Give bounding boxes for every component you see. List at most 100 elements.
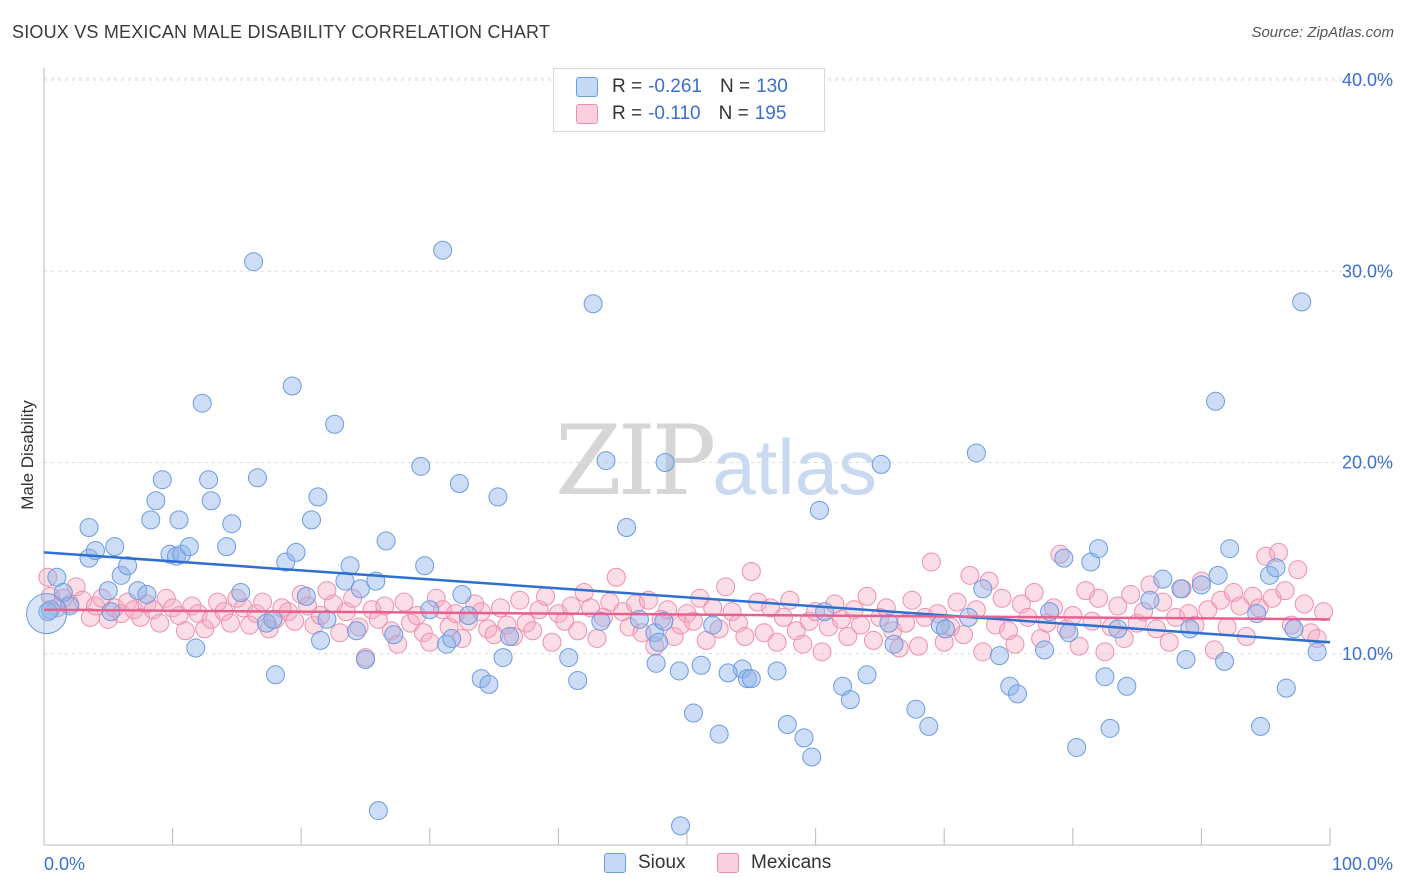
mexicans-point bbox=[581, 598, 601, 618]
mexicans-point bbox=[1275, 581, 1295, 601]
sioux-point bbox=[247, 468, 267, 488]
sioux-point bbox=[559, 648, 579, 668]
sioux-point bbox=[488, 487, 508, 507]
sioux-point bbox=[1307, 642, 1327, 662]
x-tick-label-max: 100.0% bbox=[1332, 854, 1393, 874]
mexicans-point bbox=[523, 621, 543, 641]
sioux-point bbox=[617, 518, 637, 538]
y-tick-label: 10.0% bbox=[1342, 644, 1393, 664]
sioux-point bbox=[420, 600, 440, 620]
mexicans-legend-swatch bbox=[717, 853, 739, 873]
mexicans-point bbox=[838, 627, 858, 647]
sioux-point bbox=[1100, 718, 1120, 738]
sioux-point bbox=[1208, 565, 1228, 585]
sioux-point bbox=[1284, 619, 1304, 639]
mexicans-swatch bbox=[576, 104, 598, 124]
grid-lines bbox=[44, 77, 1395, 655]
sioux-point bbox=[871, 454, 891, 474]
sioux-point bbox=[1140, 590, 1160, 610]
mexicans-point bbox=[735, 627, 755, 647]
legend-item-mexicans[interactable]: Mexicans bbox=[717, 852, 831, 874]
mexicans-r-value: -0.110 bbox=[648, 103, 701, 124]
mexicans-point bbox=[285, 611, 305, 631]
sioux-point bbox=[169, 510, 189, 530]
sioux-point bbox=[186, 638, 206, 658]
sioux-point bbox=[973, 579, 993, 599]
sioux-point bbox=[376, 531, 396, 551]
mexicans-r-label: R = bbox=[612, 103, 643, 124]
sioux-point bbox=[276, 552, 296, 572]
sioux-point bbox=[1067, 737, 1087, 757]
sioux-point bbox=[350, 579, 370, 599]
mexicans-point bbox=[1121, 584, 1141, 604]
mexicans-point bbox=[863, 630, 883, 650]
mexicans-point bbox=[812, 642, 832, 662]
sioux-point bbox=[286, 542, 306, 562]
watermark-zip: ZIP bbox=[555, 405, 716, 517]
sioux-point bbox=[137, 584, 157, 604]
mexicans-point bbox=[1288, 560, 1308, 580]
sioux-point bbox=[906, 699, 926, 719]
sioux-point bbox=[1260, 565, 1280, 585]
mexicans-point bbox=[606, 567, 626, 587]
sioux-point bbox=[265, 665, 285, 685]
sioux-point bbox=[105, 537, 125, 557]
y-axis-label: Male Disability bbox=[18, 400, 37, 510]
legend-item-sioux[interactable]: Sioux bbox=[604, 852, 686, 874]
sioux-point bbox=[1292, 292, 1312, 312]
sioux-point bbox=[325, 414, 345, 434]
mexicans-point bbox=[420, 632, 440, 652]
series-legend: Sioux Mexicans bbox=[0, 852, 1406, 876]
mexicans-point bbox=[394, 592, 414, 612]
sioux-point bbox=[1008, 684, 1028, 704]
mexicans-point bbox=[889, 638, 909, 658]
sioux-r-value: -0.261 bbox=[648, 76, 702, 97]
sioux-point bbox=[794, 728, 814, 748]
y-tick-label: 40.0% bbox=[1342, 70, 1393, 90]
sioux-point bbox=[335, 571, 355, 591]
sioux-point bbox=[433, 240, 453, 260]
sioux-point bbox=[222, 514, 242, 534]
sioux-point bbox=[1220, 539, 1240, 559]
mexicans-point bbox=[799, 611, 819, 631]
mexicans-point bbox=[1069, 636, 1089, 656]
sioux-point bbox=[310, 630, 330, 650]
mexicans-point bbox=[471, 602, 491, 622]
mexicans-point bbox=[1089, 588, 1109, 608]
mexicans-point bbox=[484, 625, 504, 645]
sioux-point bbox=[1266, 558, 1286, 578]
sioux-point bbox=[1095, 667, 1115, 687]
sioux-point bbox=[449, 474, 469, 494]
sioux-n-label: N = bbox=[719, 76, 751, 97]
mexicans-point bbox=[1230, 596, 1250, 616]
sioux-point bbox=[1206, 391, 1226, 411]
sioux-point bbox=[79, 518, 99, 538]
sioux-point bbox=[493, 648, 513, 668]
mexicans-point bbox=[780, 590, 800, 610]
mexicans-point bbox=[220, 613, 240, 633]
mexicans-point bbox=[92, 588, 112, 608]
mexicans-point bbox=[407, 606, 427, 625]
sioux-point bbox=[101, 602, 121, 622]
sioux-point bbox=[709, 724, 729, 744]
mexicans-point bbox=[1108, 596, 1128, 616]
sioux-point bbox=[741, 669, 761, 689]
mexicans-n-value: 195 bbox=[754, 103, 787, 124]
sioux-point bbox=[301, 510, 321, 530]
sioux-point bbox=[26, 593, 68, 635]
mexicans-points bbox=[38, 542, 1334, 668]
mexicans-point bbox=[568, 621, 588, 641]
mexicans-trend-line bbox=[43, 608, 1331, 621]
mexicans-point bbox=[767, 632, 787, 652]
mexicans-point bbox=[953, 625, 973, 645]
sioux-point bbox=[199, 470, 219, 490]
mexicans-point bbox=[413, 623, 433, 643]
mexicans-point bbox=[362, 600, 382, 620]
sioux-point bbox=[1089, 539, 1109, 559]
sioux-point bbox=[654, 611, 674, 631]
mexicans-point bbox=[793, 634, 813, 654]
sioux-point bbox=[1180, 619, 1200, 639]
watermark: ZIPatlas bbox=[555, 405, 877, 517]
mexicans-point bbox=[1314, 602, 1334, 622]
sioux-point bbox=[649, 632, 669, 652]
